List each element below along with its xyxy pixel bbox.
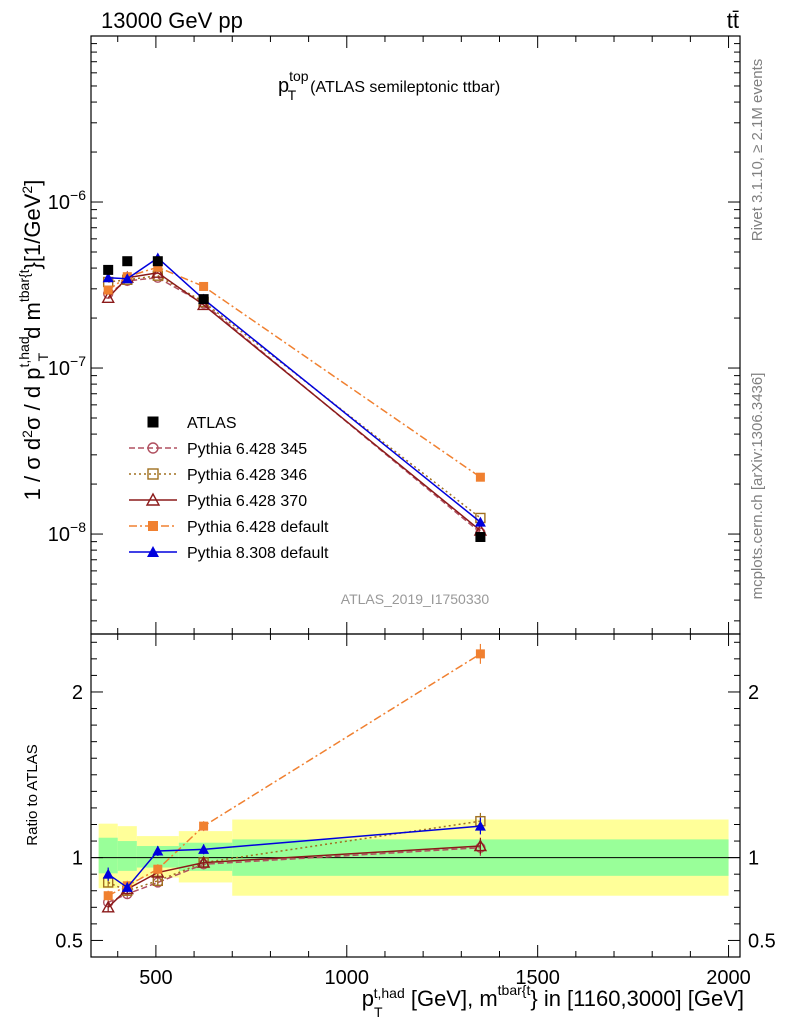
data-point	[475, 472, 485, 482]
ratio-y-tick-label: 1	[72, 848, 83, 870]
data-point	[103, 264, 114, 275]
legend-label: Pythia 6.428 default	[187, 519, 329, 536]
x-tick-label: 1500	[515, 967, 560, 989]
ratio-line	[107, 820, 481, 892]
ratio-point	[475, 649, 485, 659]
ratio-point	[103, 891, 113, 901]
ratio-point	[121, 881, 133, 892]
data-point	[153, 262, 163, 272]
series-line	[108, 274, 481, 519]
data-point	[198, 294, 209, 305]
ratio-point	[198, 843, 210, 854]
ratio-y-tick-label: 0.5	[748, 930, 776, 952]
data-point	[102, 272, 114, 283]
x-tick-label: 500	[139, 967, 172, 989]
legend-entry: Pythia 8.308 default	[129, 545, 329, 562]
data-point	[475, 531, 486, 542]
data-point	[474, 516, 486, 527]
legend-label: Pythia 6.428 346	[187, 467, 307, 484]
legend-entry: ATLAS	[147, 415, 237, 432]
header-left: 13000 GeV pp	[101, 8, 243, 33]
data-point	[122, 256, 133, 267]
legend-marker	[147, 468, 159, 480]
uncertainty-band-inner	[136, 846, 179, 868]
ratio-point	[473, 839, 488, 852]
y-tick-label: 10−8	[48, 519, 86, 546]
header-right: tt̄	[727, 8, 739, 33]
legend-label: Pythia 6.428 345	[187, 441, 307, 458]
ratio-point	[196, 855, 211, 868]
legend-marker	[147, 416, 159, 428]
legend-entry: Pythia 6.428 345	[129, 441, 307, 458]
y-tick-label: 10−6	[48, 187, 86, 214]
series-pythia-8-308-default	[102, 252, 486, 527]
x-tick-label: 2000	[706, 967, 751, 989]
data-point	[196, 297, 211, 311]
data-point	[199, 281, 209, 291]
ratio-point	[153, 864, 163, 874]
ratio-y-tick-label: 1	[748, 848, 759, 870]
legend-label: ATLAS	[187, 415, 237, 432]
main-title: ptop T (ATLAS semileptonic ttbar)	[278, 68, 500, 103]
ratio-point	[152, 845, 164, 856]
legend-entry: Pythia 6.428 346	[129, 467, 307, 484]
rivet-label: Rivet 3.1.10, ≥ 2.1M events	[749, 59, 766, 242]
y-tick-label: 10−7	[48, 353, 86, 380]
ratio-line	[107, 846, 481, 904]
ratio-point	[199, 821, 209, 831]
legend-entry: Pythia 6.428 370	[129, 492, 307, 510]
legend-marker	[147, 442, 159, 454]
ratio-y-tick-label: 2	[748, 682, 759, 704]
mcplots-label: mcplots.cern.ch [arXiv:1306.3436]	[749, 373, 766, 600]
data-point	[121, 273, 133, 284]
legend-marker	[145, 492, 161, 506]
ratio-point	[474, 820, 486, 831]
series-atlas	[103, 256, 486, 542]
ratio-point	[102, 868, 114, 879]
legend-marker	[147, 546, 159, 557]
analysis-id: ATLAS_2019_I1750330	[341, 591, 490, 607]
data-point	[101, 290, 115, 303]
series-line	[107, 271, 481, 532]
ratio-plot-frame	[90, 633, 741, 958]
uncertainty-band-inner	[117, 841, 137, 871]
uncertainty-band-inner	[98, 837, 118, 874]
ratio-line	[107, 653, 481, 897]
ratio-y-axis-label: Ratio to ATLAS	[24, 744, 41, 845]
ratio-point	[101, 900, 115, 913]
main-y-axis-label: 1 / σ d2σ / d pt,had Td mtbar{t}[1/GeV2]	[16, 180, 51, 501]
data-point	[152, 256, 163, 267]
x-tick-label: 1000	[325, 967, 370, 989]
legend-marker	[148, 521, 158, 531]
ratio-y-tick-label: 0.5	[55, 930, 83, 952]
data-point	[151, 265, 165, 278]
ratio-series-pythia-8-308-default	[102, 817, 486, 893]
legend-entry: Pythia 6.428 default	[129, 519, 329, 536]
data-point	[103, 285, 113, 295]
series-pythia-6-428-346	[102, 270, 486, 524]
legend-label: Pythia 6.428 370	[187, 493, 307, 510]
legend-label: Pythia 8.308 default	[187, 545, 329, 562]
ratio-y-tick-label: 2	[72, 682, 83, 704]
